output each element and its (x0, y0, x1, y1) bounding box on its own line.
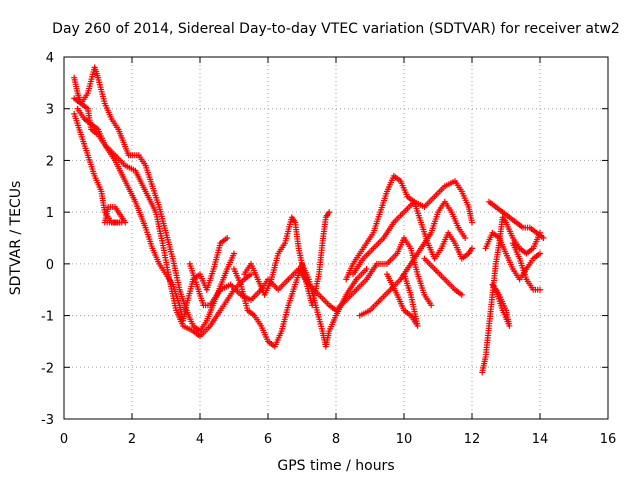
data-point (428, 302, 435, 309)
data-point (122, 219, 129, 226)
data-point (458, 291, 465, 298)
x-tick-label: 16 (600, 432, 617, 447)
data-point (492, 286, 499, 293)
data-point (462, 235, 469, 241)
data-points (71, 64, 547, 376)
data-point (248, 271, 254, 278)
data-point (469, 219, 475, 226)
data-point (231, 250, 237, 257)
data-point (469, 245, 475, 252)
data-point (326, 209, 333, 216)
data-point (540, 235, 547, 241)
data-point (363, 266, 370, 273)
data-point (401, 271, 407, 278)
x-tick-label: 10 (396, 432, 413, 447)
data-point (537, 286, 543, 293)
y-tick-label: -1 (41, 310, 54, 325)
y-tick-label: -2 (41, 361, 54, 376)
y-tick-label: 0 (46, 258, 54, 273)
x-tick-label: 14 (532, 432, 549, 447)
y-axis-label: SDTVAR / TECUs (8, 181, 24, 296)
chart-title: Day 260 of 2014, Sidereal Day-to-day VTE… (52, 21, 620, 37)
data-point (537, 250, 543, 257)
grid (64, 57, 608, 419)
y-tick-label: 1 (46, 206, 54, 221)
x-tick-label: 4 (196, 432, 204, 447)
x-tick-label: 12 (464, 432, 481, 447)
y-tick-label: -3 (41, 413, 54, 428)
x-tick-label: 0 (60, 432, 68, 447)
data-point (224, 235, 231, 241)
x-tick-label: 6 (264, 432, 272, 447)
x-axis-label: GPS time / hours (277, 458, 394, 474)
y-tick-label: 3 (46, 103, 54, 118)
y-tick-label: 4 (46, 51, 54, 66)
x-tick-label: 8 (332, 432, 340, 447)
y-tick-label: 2 (46, 154, 54, 169)
x-tick-label: 2 (128, 432, 136, 447)
